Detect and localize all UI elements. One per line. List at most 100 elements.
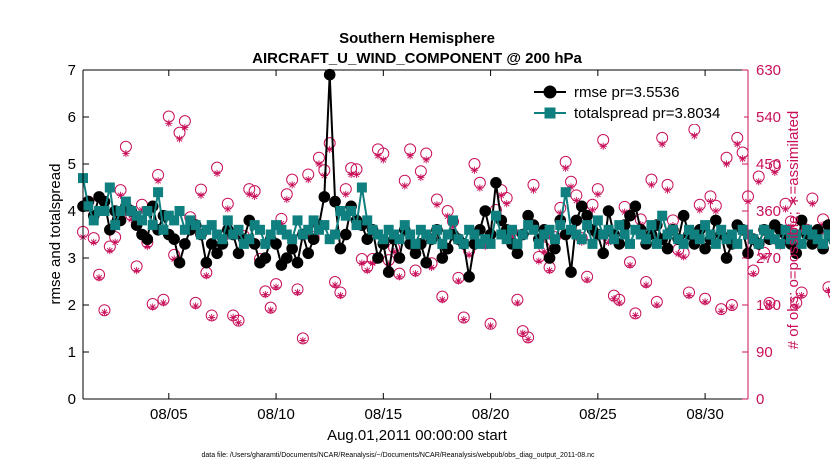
rmse-point bbox=[286, 242, 298, 255]
rmse-point bbox=[334, 242, 347, 255]
rmse-point bbox=[280, 252, 293, 264]
obs-assimilated-point bbox=[213, 169, 221, 177]
obs-assimilated-point bbox=[336, 292, 345, 300]
totalspread-point bbox=[437, 238, 448, 249]
totalspread-point bbox=[662, 229, 673, 240]
totalspread-point bbox=[608, 234, 619, 245]
totalspread-point bbox=[544, 224, 555, 235]
totalspread-point bbox=[759, 224, 770, 235]
obs-assimilated-point bbox=[122, 149, 130, 158]
obs-assimilated-point bbox=[347, 170, 355, 179]
obs-assimilated-point bbox=[106, 247, 114, 255]
obs-assimilated-point bbox=[792, 302, 800, 310]
totalspread-point bbox=[281, 229, 292, 240]
totalspread-point bbox=[823, 229, 830, 240]
obs-assimilated-point bbox=[358, 259, 366, 267]
totalspread-point bbox=[415, 224, 426, 235]
totalspread-point bbox=[244, 234, 255, 245]
totalspread-point bbox=[313, 224, 324, 235]
totalspread-point bbox=[737, 224, 748, 235]
obs-assimilated-point bbox=[111, 238, 119, 246]
obs-assimilated-point bbox=[503, 200, 511, 208]
rmse-point bbox=[565, 266, 577, 278]
totalspread-point bbox=[99, 206, 110, 216]
obs-assimilated-point bbox=[701, 298, 709, 306]
obs-assimilated-point bbox=[755, 178, 763, 186]
obs-assimilated-point bbox=[631, 311, 639, 320]
totalspread-point bbox=[88, 215, 99, 226]
obs-assimilated-point bbox=[562, 164, 570, 172]
totalspread-point bbox=[635, 229, 646, 240]
totalspread-point bbox=[753, 238, 764, 249]
y-tick-label: 4 bbox=[68, 203, 76, 220]
totalspread-point bbox=[126, 206, 137, 216]
totalspread-point bbox=[142, 206, 153, 216]
obs-assimilated-point bbox=[283, 195, 291, 204]
chart-title: Southern Hemisphere bbox=[339, 30, 495, 47]
obs-assimilated-point bbox=[712, 207, 720, 215]
obs-assimilated-point bbox=[331, 281, 339, 289]
obs-assimilated-point bbox=[100, 308, 109, 316]
totalspread-point bbox=[625, 238, 636, 249]
totalspread-point bbox=[287, 234, 298, 245]
rmse-point bbox=[522, 209, 534, 222]
obs-assimilated-point bbox=[342, 190, 350, 198]
rmse-point bbox=[602, 205, 615, 217]
totalspread-point bbox=[480, 234, 491, 245]
totalspread-point bbox=[517, 229, 528, 240]
totalspread-point bbox=[448, 215, 459, 226]
obs-assimilated-point bbox=[208, 313, 216, 322]
obs-assimilated-point bbox=[621, 208, 629, 216]
totalspread-point bbox=[801, 224, 812, 235]
rmse-point bbox=[200, 256, 213, 269]
y2-axis-label: # of obs: o=possible; ∗=assimilated bbox=[785, 111, 802, 350]
y-tick-label: 0 bbox=[68, 391, 76, 408]
totalspread-point bbox=[297, 229, 308, 240]
totalspread-point bbox=[587, 238, 598, 249]
y-tick-label: 3 bbox=[68, 250, 76, 267]
totalspread-point bbox=[147, 220, 158, 231]
obs-assimilated-point bbox=[824, 286, 830, 294]
obs-assimilated-point bbox=[352, 170, 361, 179]
totalspread-point bbox=[603, 224, 614, 235]
totalspread-point bbox=[673, 234, 684, 245]
obs-assimilated-point bbox=[519, 329, 527, 337]
totalspread-point bbox=[383, 224, 394, 235]
rmse-point bbox=[323, 68, 336, 81]
rmse-point bbox=[822, 219, 830, 231]
rmse-point bbox=[420, 256, 433, 269]
totalspread-point bbox=[179, 224, 190, 235]
obs-assimilated-point bbox=[706, 198, 715, 206]
obs-assimilated-point bbox=[299, 336, 307, 345]
axes: 08/05 08/10 08/15 08/20 08/25 08/30 0 1 2 3 4 5 6 7 0 9… bbox=[68, 62, 781, 423]
obs-assimilated-point bbox=[229, 313, 237, 322]
totalspread-point bbox=[233, 224, 244, 235]
totalspread-point bbox=[169, 215, 180, 226]
obs-assimilated-point bbox=[653, 301, 661, 309]
totalspread-point bbox=[555, 220, 566, 231]
obs-assimilated-point bbox=[385, 260, 393, 268]
rmse-point bbox=[511, 247, 524, 260]
obs-assimilated-point bbox=[374, 152, 382, 160]
obs-assimilated-point bbox=[572, 196, 580, 205]
rmse-point bbox=[575, 200, 588, 213]
totalspread-point bbox=[431, 224, 442, 235]
totalspread-point bbox=[163, 210, 174, 221]
obs-assimilated-point bbox=[749, 270, 757, 278]
rmse-point bbox=[302, 247, 315, 260]
rmse-point bbox=[232, 247, 245, 260]
obs-assimilated-point bbox=[133, 266, 141, 275]
rmse-point bbox=[291, 256, 304, 269]
obs-assimilated-point bbox=[674, 250, 682, 258]
obs-assimilated-point bbox=[293, 288, 302, 297]
obs-assimilated-point bbox=[497, 191, 505, 199]
obs-assimilated-point bbox=[626, 261, 634, 269]
obs-assimilated-point bbox=[722, 160, 731, 168]
totalspread-point bbox=[496, 229, 507, 240]
obs-assimilated-point bbox=[379, 156, 387, 164]
totalspread-point bbox=[592, 215, 603, 226]
obs-assimilated-point bbox=[545, 266, 554, 275]
obs-assimilated-point bbox=[739, 155, 747, 163]
rmse-point bbox=[179, 238, 191, 250]
obs-assimilated-point bbox=[272, 283, 280, 291]
